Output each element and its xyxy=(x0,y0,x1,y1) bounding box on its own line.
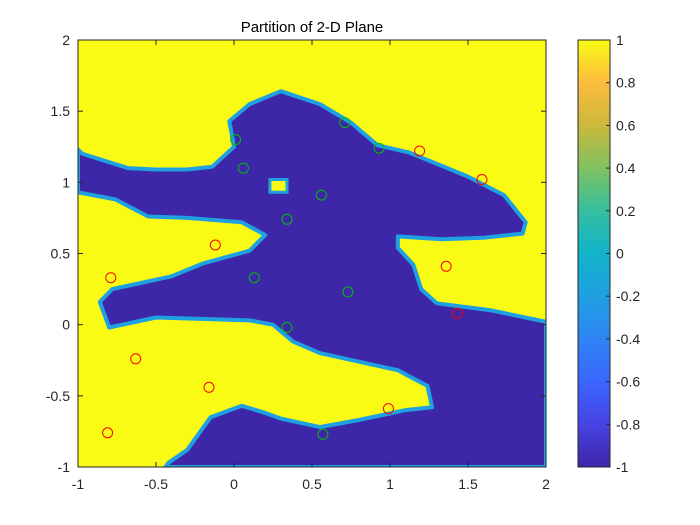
negative-point xyxy=(281,322,293,333)
negative-point xyxy=(317,428,329,440)
x-axis: -1 -0.5 0 0.5 1 1.5 2 xyxy=(72,40,550,492)
negative-point xyxy=(315,189,327,201)
colorbar-tick-label: 1 xyxy=(616,32,624,48)
positive-point xyxy=(209,239,221,251)
y-tick-label: 2 xyxy=(62,32,70,48)
negative-point xyxy=(237,162,249,174)
colorbar-tick-label: 0.4 xyxy=(616,160,636,176)
x-tick-label: 1.5 xyxy=(458,476,478,492)
colorbar-tick-label: 0.8 xyxy=(616,75,636,91)
positive-point xyxy=(414,145,426,157)
y-tick-label: 1.5 xyxy=(51,103,71,119)
negative-point xyxy=(248,272,260,284)
y-tick-label: 0 xyxy=(62,317,70,333)
colorbar-tick-label: -0.8 xyxy=(616,416,640,432)
y-tick-label: -1 xyxy=(58,459,71,475)
colorbar-tick-label: 0.2 xyxy=(616,203,636,219)
positive-point xyxy=(130,353,142,365)
x-tick-label: 2 xyxy=(542,476,550,492)
positive-point xyxy=(440,260,452,272)
positive-point xyxy=(203,381,215,393)
x-tick-label: 1 xyxy=(386,476,394,492)
x-tick-label: 0.5 xyxy=(302,476,322,492)
low-region xyxy=(78,89,546,467)
negative-point xyxy=(281,213,293,225)
negative-point xyxy=(230,134,242,146)
colorbar-tick-label: -0.4 xyxy=(616,331,640,347)
colorbar-gradient xyxy=(577,39,611,468)
x-tick-label: -0.5 xyxy=(144,476,168,492)
colorbar: -1 -0.8 -0.6 -0.4 -0.2 0 0.2 0.4 0.6 0.8 1 xyxy=(577,32,640,475)
positive-point xyxy=(451,307,463,319)
x-tick-label: -1 xyxy=(72,476,85,492)
y-tick-label: -0.5 xyxy=(46,388,70,404)
positive-point xyxy=(382,403,394,415)
x-tick-label: 0 xyxy=(230,476,238,492)
colorbar-tick-label: 0 xyxy=(616,246,624,262)
negative-point xyxy=(339,117,351,129)
colorbar-tick-label: 0.6 xyxy=(616,117,636,133)
high-region-island xyxy=(268,178,289,194)
negative-point xyxy=(342,286,354,298)
positive-point xyxy=(476,174,488,185)
y-tick-label: 0.5 xyxy=(51,246,71,262)
y-tick-label: 1 xyxy=(62,174,70,190)
negative-point xyxy=(373,142,385,154)
chart-title: Partition of 2-D Plane xyxy=(241,19,384,36)
y-axis: -1 -0.5 0 0.5 1 1.5 2 xyxy=(46,32,546,475)
plot-area xyxy=(77,39,547,468)
positive-point xyxy=(102,427,114,439)
colorbar-tick-label: -1 xyxy=(616,459,629,475)
positive-point xyxy=(105,272,117,284)
colorbar-tick-label: -0.6 xyxy=(616,374,640,390)
colorbar-tick-label: -0.2 xyxy=(616,288,640,304)
